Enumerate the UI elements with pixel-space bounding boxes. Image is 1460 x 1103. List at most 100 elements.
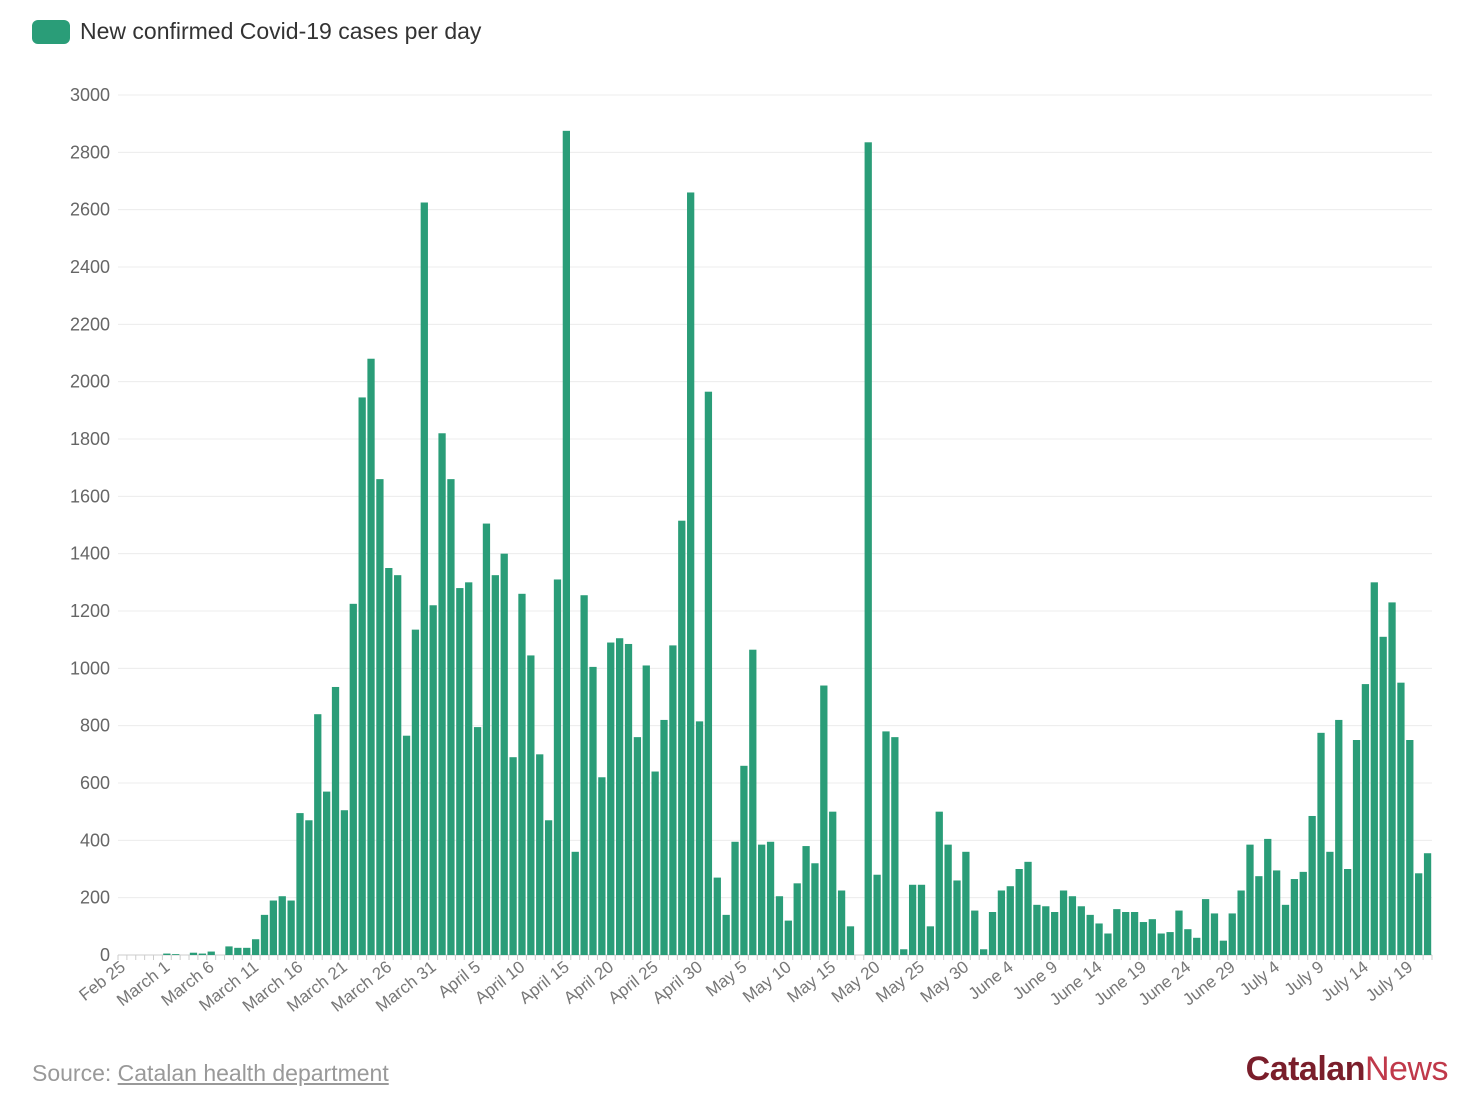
bar[interactable] [935,811,943,955]
bar[interactable] [749,649,757,955]
bar[interactable] [260,914,269,955]
bar[interactable] [349,603,357,955]
bar[interactable] [376,479,384,955]
bar[interactable] [367,358,375,956]
bar[interactable] [811,863,819,955]
bar[interactable] [864,142,872,956]
bar[interactable] [829,811,837,955]
bar[interactable] [340,810,349,955]
bar[interactable] [793,883,801,955]
bar[interactable] [1015,869,1023,955]
bar[interactable] [580,595,588,955]
bar[interactable] [225,946,233,955]
bar[interactable] [1326,851,1334,955]
bar[interactable] [873,874,881,955]
bar[interactable] [544,820,553,955]
bar[interactable] [1317,732,1325,955]
bar[interactable] [820,685,828,955]
bar[interactable] [1423,853,1432,955]
bar[interactable] [1051,912,1059,955]
bar[interactable] [1166,932,1174,955]
bar[interactable] [571,851,579,955]
bar[interactable] [1086,914,1094,955]
bar[interactable] [1122,912,1130,955]
bar[interactable] [482,523,491,955]
bar[interactable] [1068,896,1077,955]
bar[interactable] [1352,740,1361,955]
bar[interactable] [473,727,482,955]
bar[interactable] [234,947,242,955]
bar[interactable] [1335,719,1343,955]
bar[interactable] [784,920,792,955]
bar[interactable] [456,588,464,955]
bar[interactable] [642,665,650,955]
bar[interactable] [358,397,366,955]
bar[interactable] [394,575,402,955]
bar[interactable] [1361,684,1370,955]
bar[interactable] [1175,910,1183,955]
bar[interactable] [1113,909,1121,955]
bar[interactable] [695,721,704,955]
bar[interactable] [1139,922,1148,955]
bar[interactable] [269,900,278,955]
bar[interactable] [1210,913,1219,955]
bar[interactable] [589,666,597,955]
bar[interactable] [402,735,411,955]
bar[interactable] [536,754,544,955]
bar[interactable] [189,952,198,955]
bar[interactable] [287,900,295,955]
bar[interactable] [988,912,997,955]
bar[interactable] [1077,906,1085,955]
bar[interactable] [1130,912,1139,955]
bar[interactable] [500,553,508,955]
bar[interactable] [527,655,535,955]
bar[interactable] [980,949,988,955]
source-link[interactable]: Catalan health department [117,1060,389,1086]
bar[interactable] [660,719,668,955]
bar[interactable] [1281,904,1290,955]
bar[interactable] [1024,861,1032,955]
bar[interactable] [1264,838,1272,955]
bar[interactable] [553,579,562,955]
bar[interactable] [891,737,899,955]
bar[interactable] [429,605,437,955]
bar[interactable] [1042,906,1050,955]
bar[interactable] [420,202,428,956]
bar[interactable] [305,820,313,955]
bar[interactable] [1370,582,1378,955]
bar[interactable] [740,765,748,955]
bar[interactable] [198,953,206,955]
bar[interactable] [962,851,970,955]
bar[interactable] [953,880,961,955]
bar[interactable] [908,884,917,955]
bar[interactable] [1201,899,1210,955]
bar[interactable] [1415,873,1423,955]
bar[interactable] [411,629,420,955]
bar[interactable] [1228,913,1236,955]
bar[interactable] [775,896,784,955]
bar[interactable] [323,791,331,955]
bar[interactable] [562,130,570,955]
bar[interactable] [882,731,890,955]
bar[interactable] [1033,904,1041,955]
bar[interactable] [243,947,251,955]
bar[interactable] [296,813,304,955]
bar[interactable] [837,890,846,956]
bar[interactable] [1184,929,1192,955]
bar[interactable] [447,479,455,955]
bar[interactable] [731,841,739,955]
bar[interactable] [1193,937,1201,955]
bar[interactable] [624,643,633,955]
bar[interactable] [1059,890,1068,956]
bar[interactable] [1104,933,1112,956]
bar[interactable] [1246,844,1254,955]
bar[interactable] [1290,879,1299,955]
bar[interactable] [722,914,730,955]
bar[interactable] [1272,870,1281,955]
bar[interactable] [163,953,171,955]
bar[interactable] [713,877,721,955]
bar[interactable] [651,771,659,955]
bar[interactable] [971,910,979,955]
bar[interactable] [438,433,446,955]
bar[interactable] [1006,886,1014,955]
